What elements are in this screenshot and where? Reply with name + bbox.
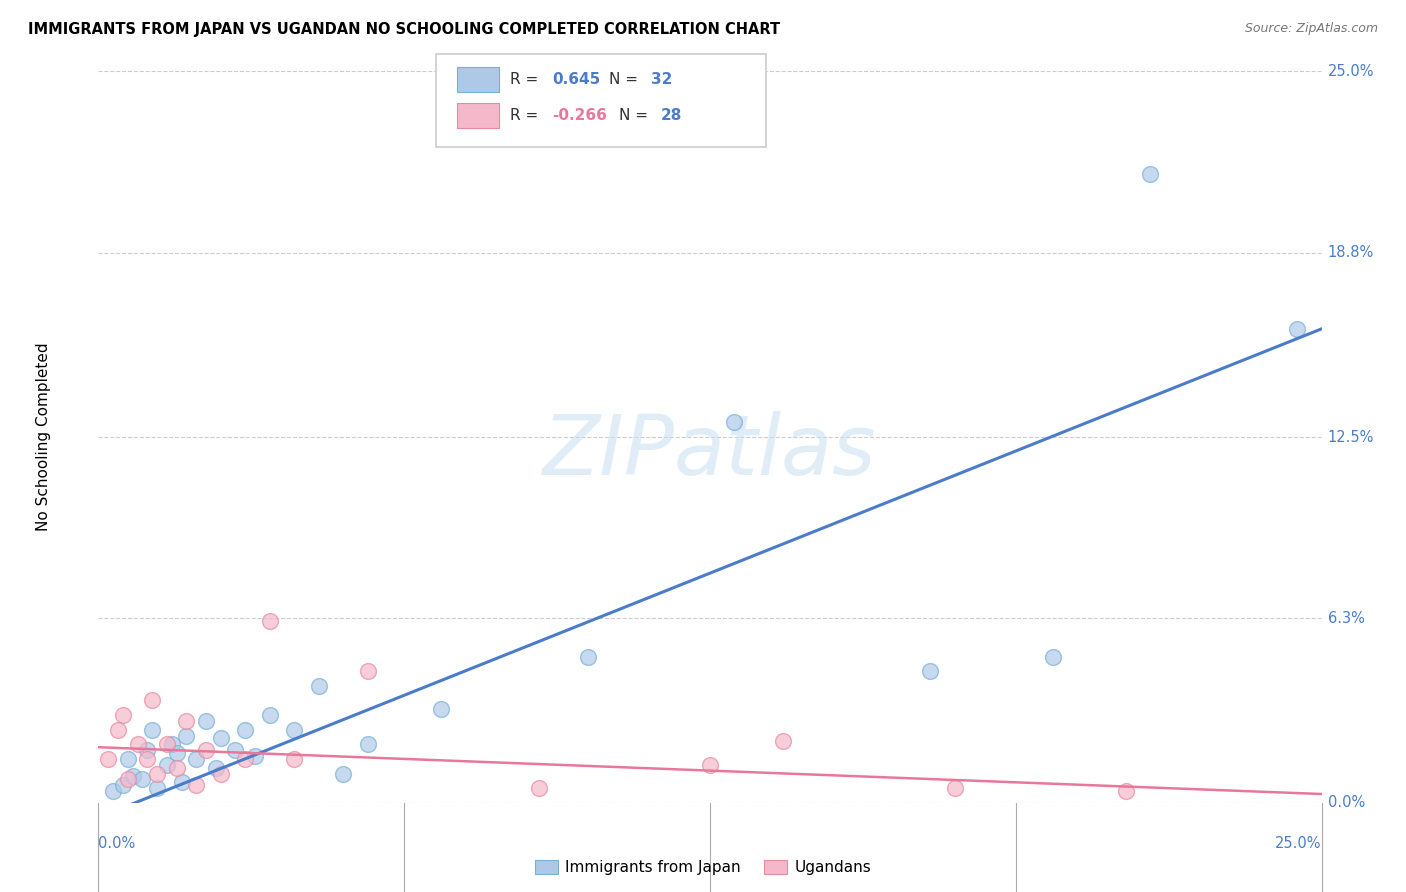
Point bbox=[166, 746, 188, 760]
Point bbox=[1139, 167, 1161, 181]
Point bbox=[576, 649, 599, 664]
Point bbox=[160, 737, 183, 751]
Point bbox=[356, 664, 378, 678]
Point bbox=[283, 723, 305, 737]
Text: 0.0%: 0.0% bbox=[1327, 796, 1365, 810]
Point bbox=[111, 778, 134, 792]
Point bbox=[283, 752, 305, 766]
Legend: Immigrants from Japan, Ugandans: Immigrants from Japan, Ugandans bbox=[534, 861, 872, 875]
Point bbox=[136, 752, 159, 766]
Point bbox=[430, 702, 453, 716]
Point bbox=[141, 693, 163, 707]
Text: N =: N = bbox=[609, 72, 643, 87]
Text: 6.3%: 6.3% bbox=[1327, 611, 1365, 626]
Point bbox=[136, 743, 159, 757]
Point bbox=[117, 752, 139, 766]
Text: 28: 28 bbox=[661, 108, 682, 122]
Point bbox=[527, 781, 550, 796]
Point bbox=[205, 761, 228, 775]
Point bbox=[101, 784, 124, 798]
Point bbox=[209, 731, 232, 746]
Point bbox=[699, 757, 721, 772]
Text: N =: N = bbox=[619, 108, 652, 122]
Point bbox=[156, 737, 179, 751]
Point bbox=[141, 723, 163, 737]
Point bbox=[166, 761, 188, 775]
Point bbox=[259, 708, 281, 723]
Point bbox=[111, 708, 134, 723]
Text: R =: R = bbox=[510, 72, 544, 87]
Point bbox=[943, 781, 966, 796]
Point bbox=[1286, 322, 1309, 336]
Text: 25.0%: 25.0% bbox=[1327, 64, 1374, 78]
Text: IMMIGRANTS FROM JAPAN VS UGANDAN NO SCHOOLING COMPLETED CORRELATION CHART: IMMIGRANTS FROM JAPAN VS UGANDAN NO SCHO… bbox=[28, 22, 780, 37]
Point bbox=[233, 752, 256, 766]
Text: 18.8%: 18.8% bbox=[1327, 245, 1374, 260]
Point bbox=[1042, 649, 1064, 664]
Point bbox=[723, 416, 745, 430]
Point bbox=[772, 734, 794, 748]
Text: Source: ZipAtlas.com: Source: ZipAtlas.com bbox=[1244, 22, 1378, 36]
Point bbox=[97, 752, 120, 766]
Point bbox=[117, 772, 139, 787]
Point bbox=[195, 743, 218, 757]
Point bbox=[156, 757, 179, 772]
Point bbox=[186, 778, 208, 792]
Point bbox=[170, 775, 193, 789]
Point bbox=[308, 679, 330, 693]
Point bbox=[332, 766, 354, 780]
Point bbox=[224, 743, 246, 757]
Text: No Schooling Completed: No Schooling Completed bbox=[37, 343, 51, 532]
Text: R =: R = bbox=[510, 108, 544, 122]
Text: ZIPatlas: ZIPatlas bbox=[543, 411, 877, 492]
Text: 25.0%: 25.0% bbox=[1275, 836, 1322, 851]
Text: -0.266: -0.266 bbox=[553, 108, 607, 122]
Point bbox=[121, 769, 143, 783]
Point bbox=[356, 737, 378, 751]
Point bbox=[176, 729, 198, 743]
Point bbox=[146, 766, 169, 780]
Text: 12.5%: 12.5% bbox=[1327, 430, 1374, 444]
Point bbox=[127, 737, 149, 751]
Point bbox=[107, 723, 129, 737]
Text: 0.645: 0.645 bbox=[553, 72, 600, 87]
Point bbox=[195, 714, 218, 728]
Point bbox=[209, 766, 232, 780]
Text: 32: 32 bbox=[651, 72, 672, 87]
Point bbox=[1115, 784, 1137, 798]
Point bbox=[920, 664, 942, 678]
Point bbox=[146, 781, 169, 796]
Point bbox=[131, 772, 153, 787]
Point bbox=[259, 615, 281, 629]
Point bbox=[186, 752, 208, 766]
Point bbox=[243, 749, 266, 764]
Text: 0.0%: 0.0% bbox=[98, 836, 135, 851]
Point bbox=[176, 714, 198, 728]
Point bbox=[233, 723, 256, 737]
